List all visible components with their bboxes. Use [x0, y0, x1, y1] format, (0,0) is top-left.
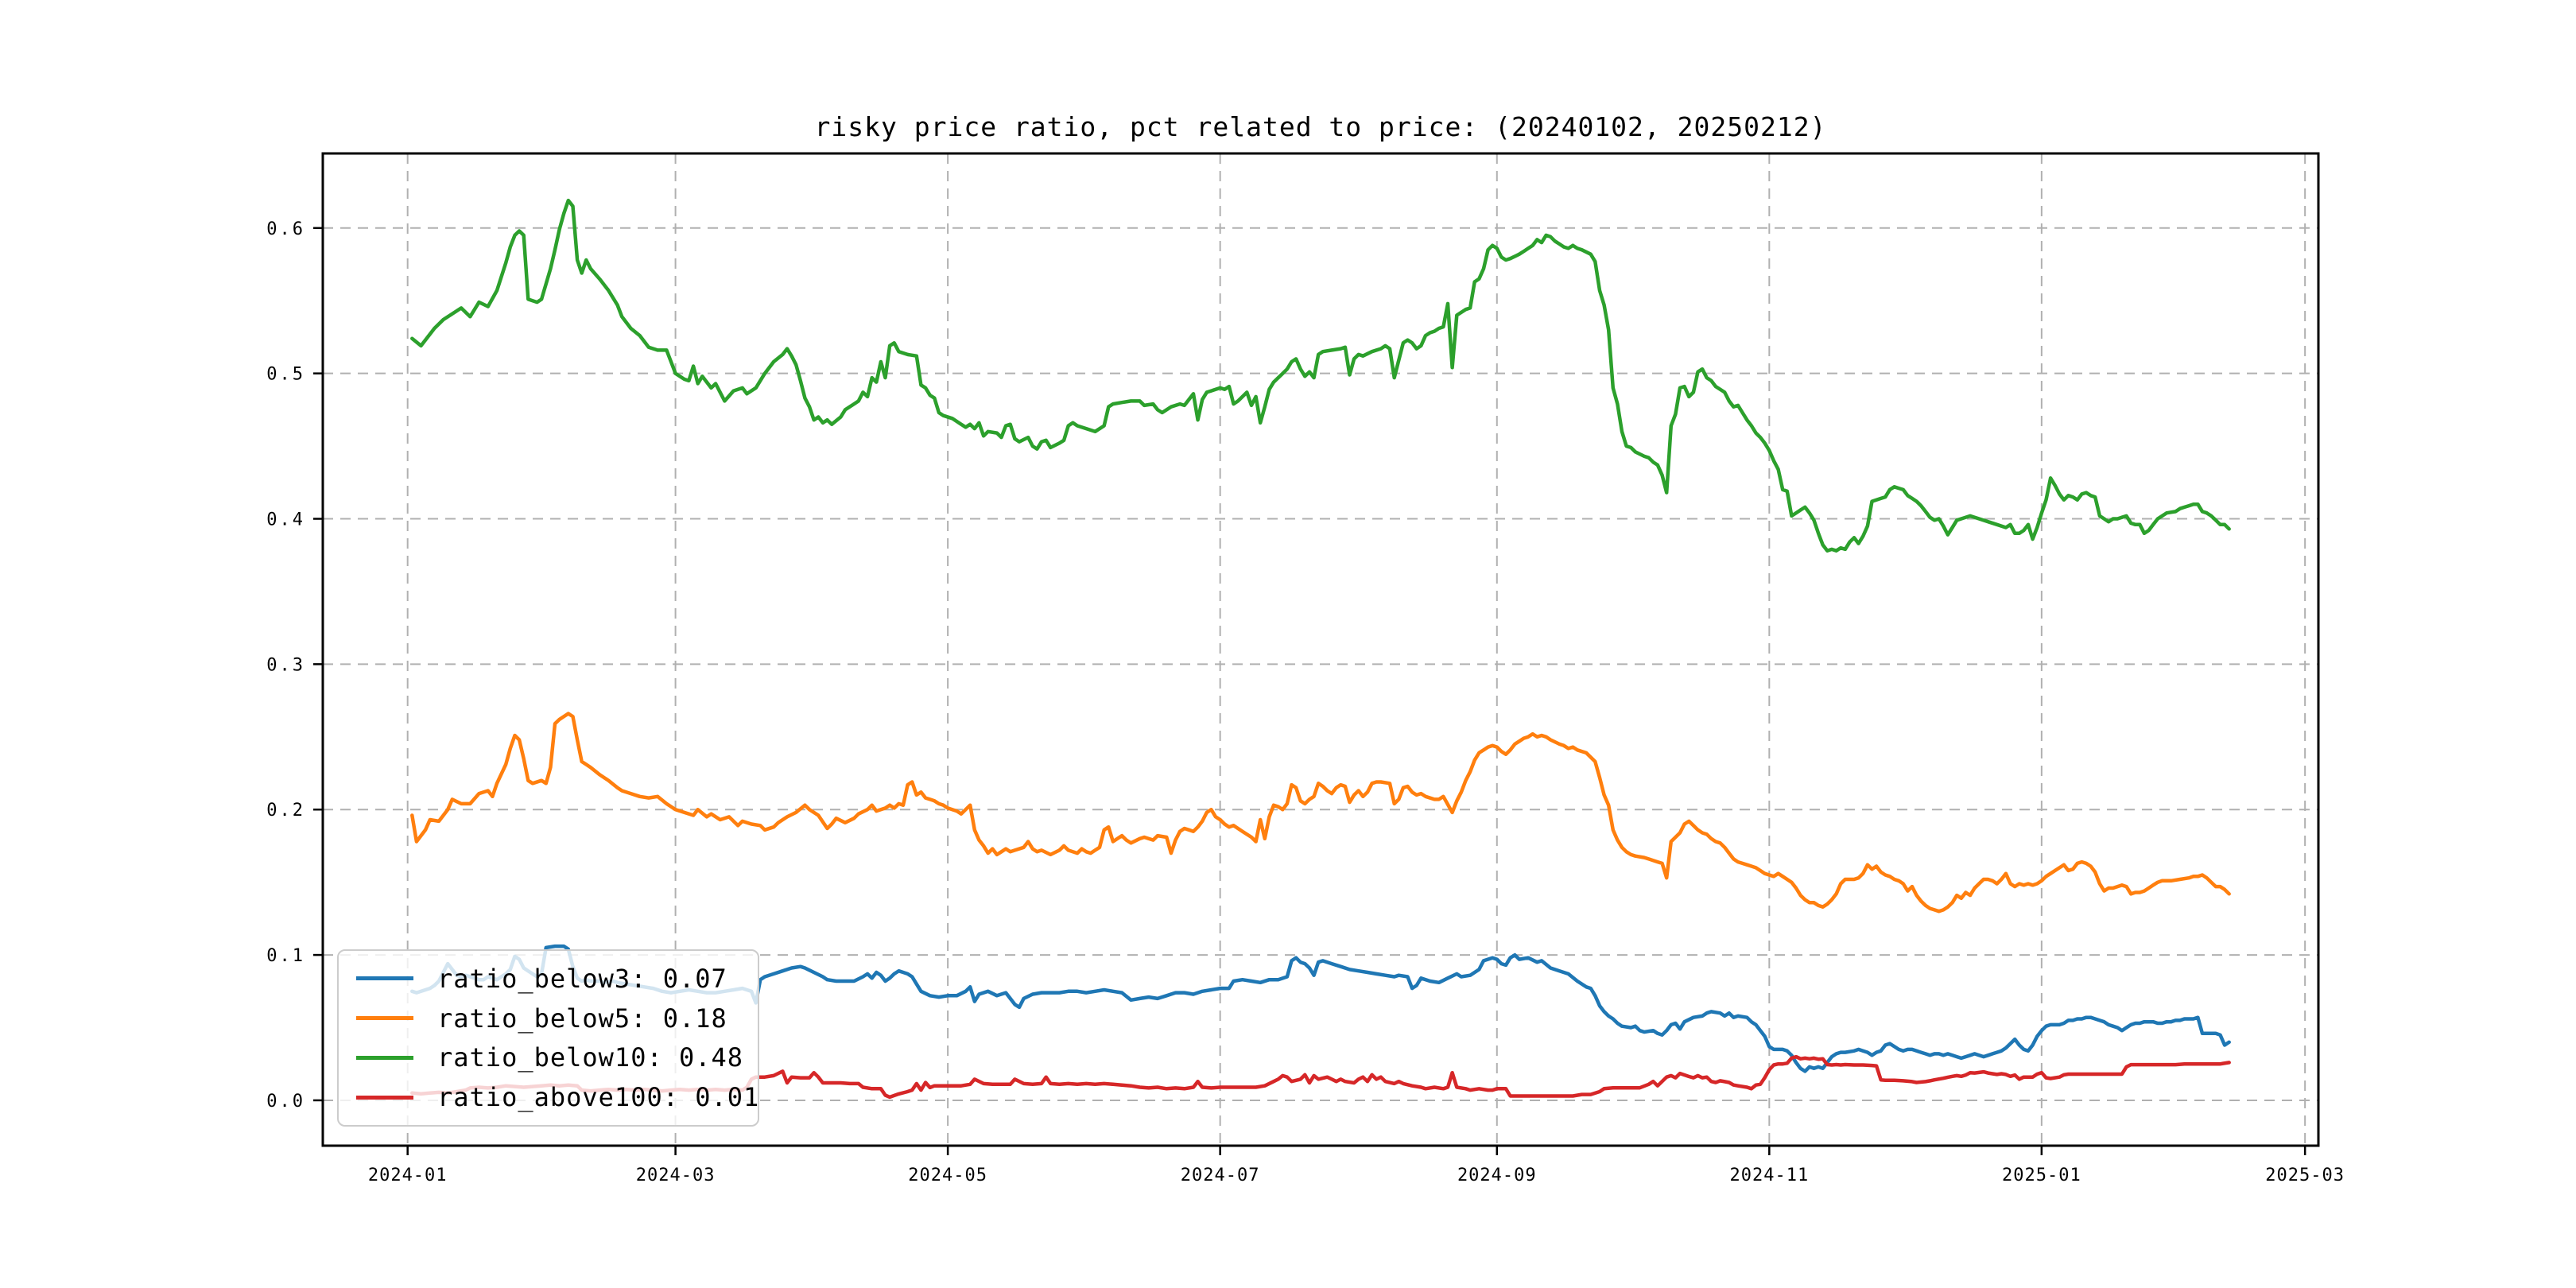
legend-line-swatch-green — [356, 1055, 413, 1060]
y-tick-label-0.3: 0.3 — [266, 655, 305, 675]
axes-frame — [321, 152, 2320, 1147]
y-tick-label-0.6: 0.6 — [266, 219, 305, 239]
x-tick-label-2025-03: 2025-03 — [2265, 1166, 2345, 1185]
x-tick-label-2024-05: 2024-05 — [908, 1166, 987, 1185]
y-tick-label-0.0: 0.0 — [266, 1092, 305, 1111]
legend-label: ratio_below10: 0.48 — [437, 1042, 744, 1073]
y-tick-label-0.4: 0.4 — [266, 510, 305, 530]
x-tick-label-2025-01: 2025-01 — [2002, 1166, 2081, 1185]
series-line-ratio_above100 — [410, 1054, 2231, 1100]
x-tick-label-2024-07: 2024-07 — [1181, 1166, 1260, 1185]
x-tick-label-2024-01: 2024-01 — [368, 1166, 448, 1185]
x-tick-label-2024-09: 2024-09 — [1457, 1166, 1537, 1185]
legend-line-swatch-red — [356, 1095, 413, 1100]
legend-label: ratio_above100: 0.01 — [437, 1082, 760, 1113]
legend-line-swatch-orange — [356, 1016, 413, 1021]
legend-entry-ratio-below3: ratio_below3: 0.07 — [356, 964, 753, 994]
legend-entry-ratio-above100: ratio_above100: 0.01 — [356, 1082, 758, 1112]
legend-label: ratio_below3: 0.07 — [437, 963, 727, 994]
series-line-ratio_below10 — [410, 198, 2231, 553]
x-tick-label-2024-11: 2024-11 — [1729, 1166, 1809, 1185]
series-line-ratio_below5 — [410, 712, 2231, 914]
y-tick-label-0.5: 0.5 — [266, 365, 305, 385]
y-tick-label-0.1: 0.1 — [266, 946, 305, 966]
legend-entry-ratio-below5: ratio_below5: 0.18 — [356, 1003, 753, 1034]
legend-entry-ratio-below10: ratio_below10: 0.48 — [356, 1042, 753, 1073]
y-tick-label-0.2: 0.2 — [266, 801, 305, 821]
legend-box: ratio_below3: 0.07 ratio_below5: 0.18 ra… — [337, 949, 759, 1127]
chart-title: risky price ratio, pct related to price:… — [814, 111, 1827, 142]
x-tick-label-2024-03: 2024-03 — [636, 1166, 716, 1185]
legend-label: ratio_below5: 0.18 — [437, 1003, 727, 1034]
legend-line-swatch-blue — [356, 976, 413, 981]
